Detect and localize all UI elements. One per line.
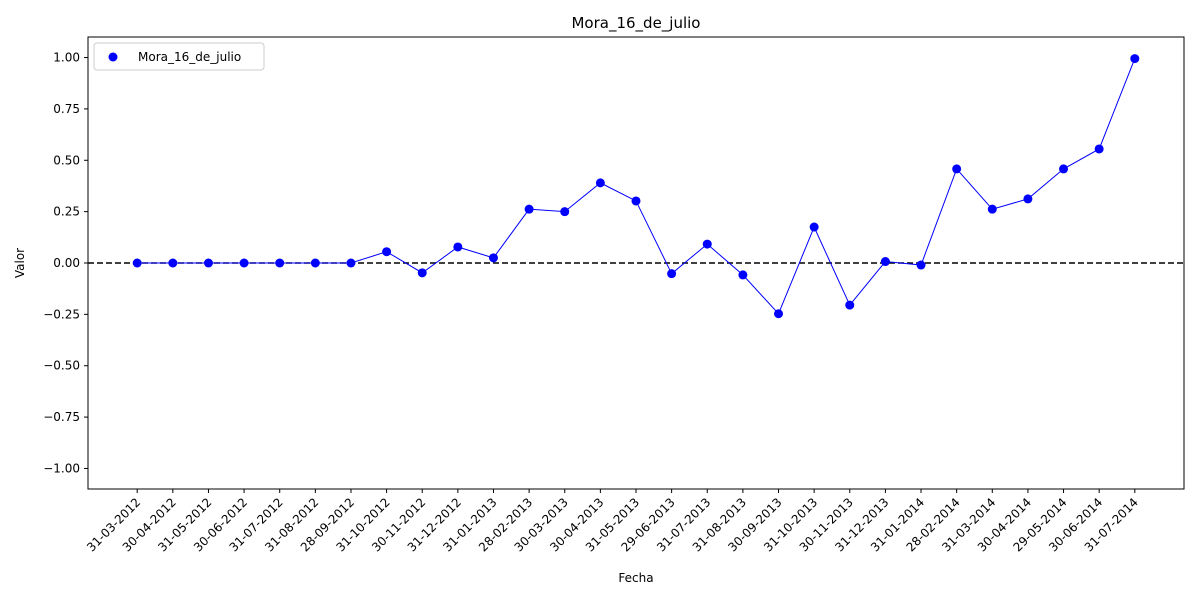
data-point bbox=[239, 258, 249, 268]
data-point bbox=[1023, 194, 1033, 204]
data-point bbox=[132, 258, 142, 268]
x-axis-label: Fecha bbox=[618, 571, 653, 585]
legend: Mora_16_de_julio bbox=[93, 42, 265, 71]
data-point bbox=[774, 309, 784, 319]
y-tick-label: 0.50 bbox=[53, 153, 80, 167]
data-point bbox=[952, 164, 962, 174]
legend-marker bbox=[108, 52, 118, 62]
data-point bbox=[560, 207, 570, 217]
data-point bbox=[987, 204, 997, 214]
series-line bbox=[137, 58, 1136, 315]
data-point bbox=[1094, 144, 1104, 154]
data-point bbox=[880, 257, 890, 267]
data-point bbox=[667, 269, 677, 279]
y-tick-label: −0.25 bbox=[43, 307, 80, 321]
legend-label: Mora_16_de_julio bbox=[138, 50, 241, 64]
data-point bbox=[417, 268, 427, 278]
data-point bbox=[738, 270, 748, 280]
data-point bbox=[702, 239, 712, 249]
y-tick-label: 0.75 bbox=[53, 102, 80, 116]
y-tick-label: 0.00 bbox=[53, 256, 80, 270]
y-tick-label: −0.75 bbox=[43, 410, 80, 424]
data-point bbox=[453, 242, 463, 252]
data-point bbox=[916, 260, 926, 270]
y-tick-label: 0.25 bbox=[53, 205, 80, 219]
data-point bbox=[382, 247, 392, 257]
data-point bbox=[275, 258, 285, 268]
y-tick-label: −0.50 bbox=[43, 359, 80, 373]
data-point bbox=[310, 258, 320, 268]
data-point bbox=[168, 258, 178, 268]
data-point bbox=[1130, 54, 1140, 64]
data-point bbox=[595, 178, 605, 188]
legend-box bbox=[93, 42, 265, 71]
data-point bbox=[809, 222, 819, 232]
data-point bbox=[524, 204, 534, 214]
data-point bbox=[1059, 164, 1069, 174]
data-point bbox=[631, 196, 641, 206]
y-tick-label: −1.00 bbox=[43, 461, 80, 475]
y-axis-label: Valor bbox=[13, 248, 27, 278]
data-point bbox=[346, 258, 356, 268]
y-tick-label: 1.00 bbox=[53, 51, 80, 65]
data-point bbox=[488, 253, 498, 263]
chart-title: Mora_16_de_julio bbox=[571, 14, 700, 33]
data-point bbox=[203, 258, 213, 268]
data-point bbox=[845, 300, 855, 310]
